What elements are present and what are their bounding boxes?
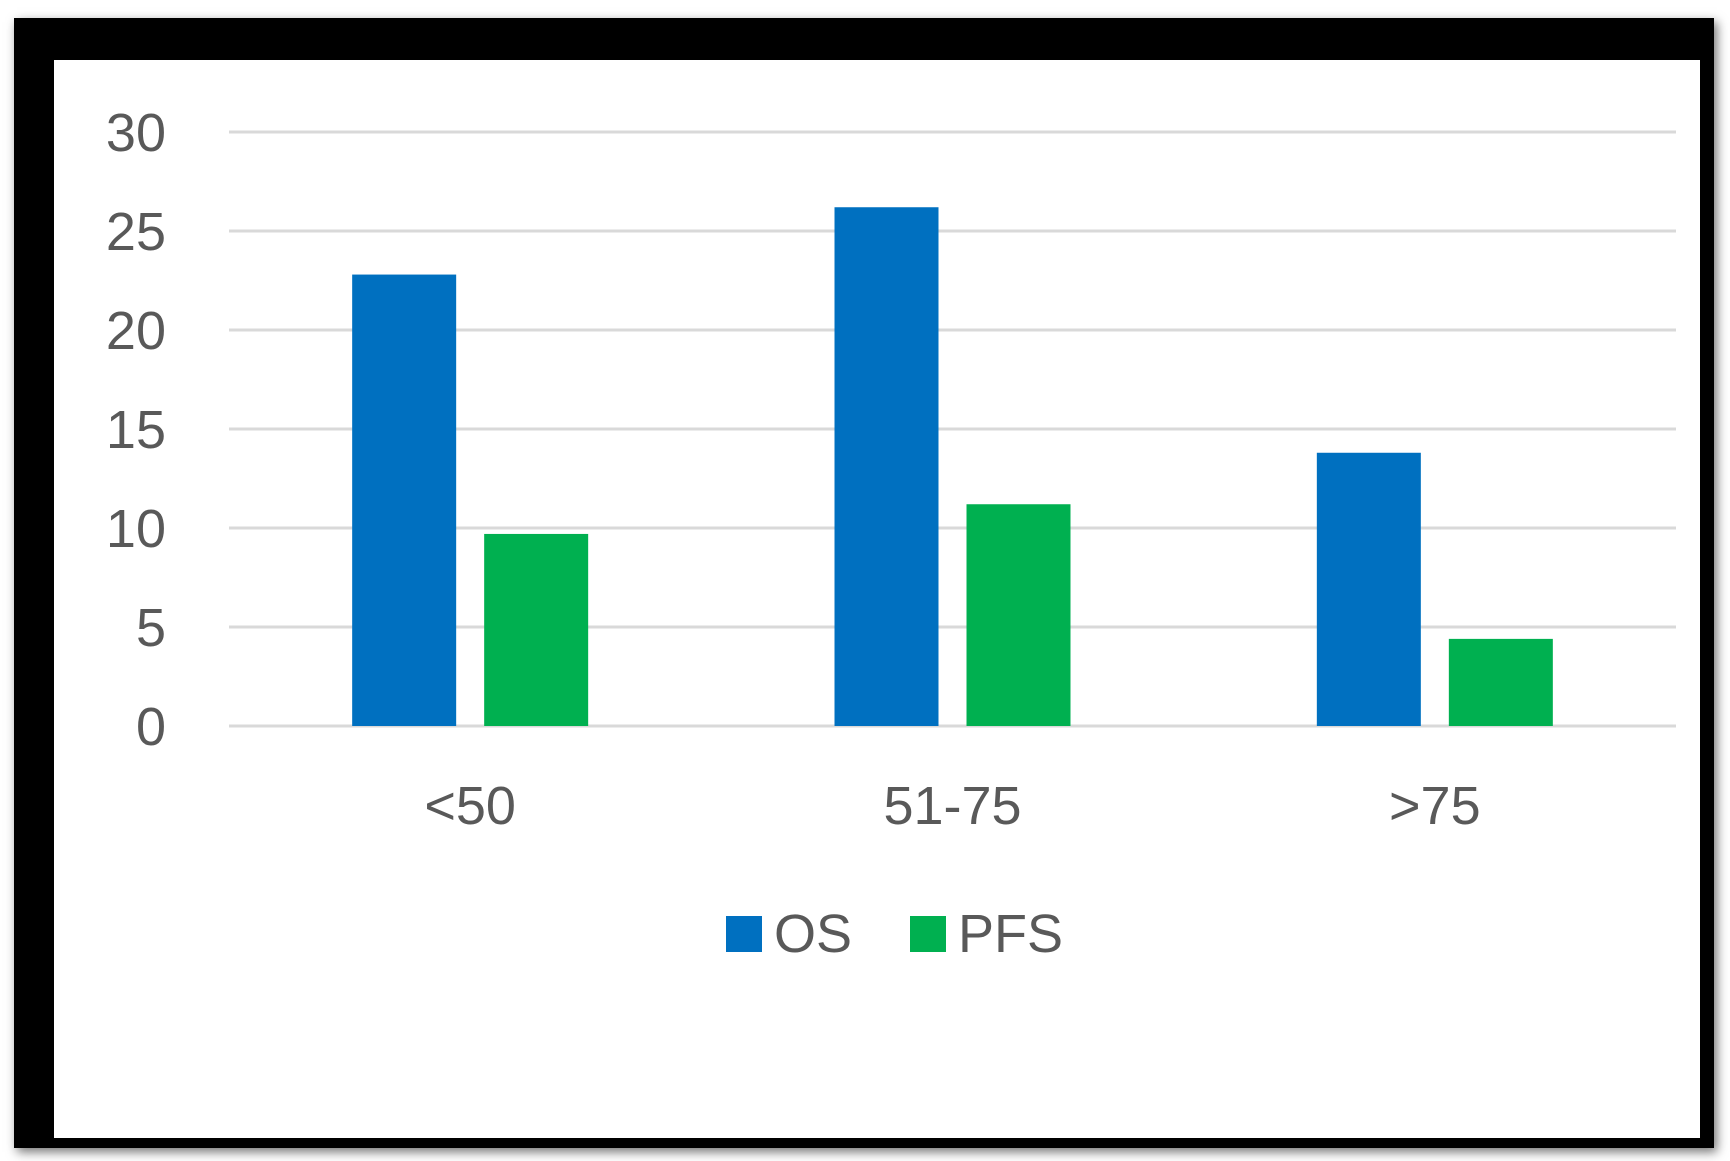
y-tick-label: 25: [106, 202, 166, 262]
bar-pfs-1: [966, 504, 1071, 726]
y-tick-label: 0: [136, 697, 166, 757]
y-tick-label: 30: [106, 103, 166, 163]
legend: OS PFS: [726, 904, 1063, 964]
bars: [352, 207, 1553, 727]
bar-os-0: [352, 274, 457, 726]
gridlines: [229, 130, 1676, 728]
x-axis-ticks: <50 51-75 >75: [424, 776, 1480, 836]
bar-pfs-2: [1448, 638, 1553, 726]
x-tick-label: <50: [424, 776, 516, 836]
y-tick-label: 20: [106, 301, 166, 361]
bar-os-2: [1316, 452, 1421, 726]
legend-label-pfs: PFS: [958, 904, 1063, 964]
legend-label-os: OS: [774, 904, 852, 964]
chart-area: 0 5 10 15 20 25 30 <50 51-75 >75 OS PFS: [54, 60, 1700, 1138]
x-tick-label: >75: [1389, 776, 1481, 836]
legend-swatch-pfs: [910, 916, 946, 952]
y-tick-label: 15: [106, 400, 166, 460]
bar-chart: 0 5 10 15 20 25 30 <50 51-75 >75 OS PFS: [106, 103, 1676, 964]
x-tick-label: 51-75: [883, 776, 1021, 836]
bar-os-1: [834, 207, 939, 727]
y-axis-ticks: 0 5 10 15 20 25 30: [106, 103, 166, 757]
legend-swatch-os: [726, 916, 762, 952]
bar-pfs-0: [484, 533, 589, 726]
y-tick-label: 5: [136, 598, 166, 658]
y-tick-label: 10: [106, 499, 166, 559]
chart-frame: 0 5 10 15 20 25 30 <50 51-75 >75 OS PFS: [14, 18, 1714, 1148]
